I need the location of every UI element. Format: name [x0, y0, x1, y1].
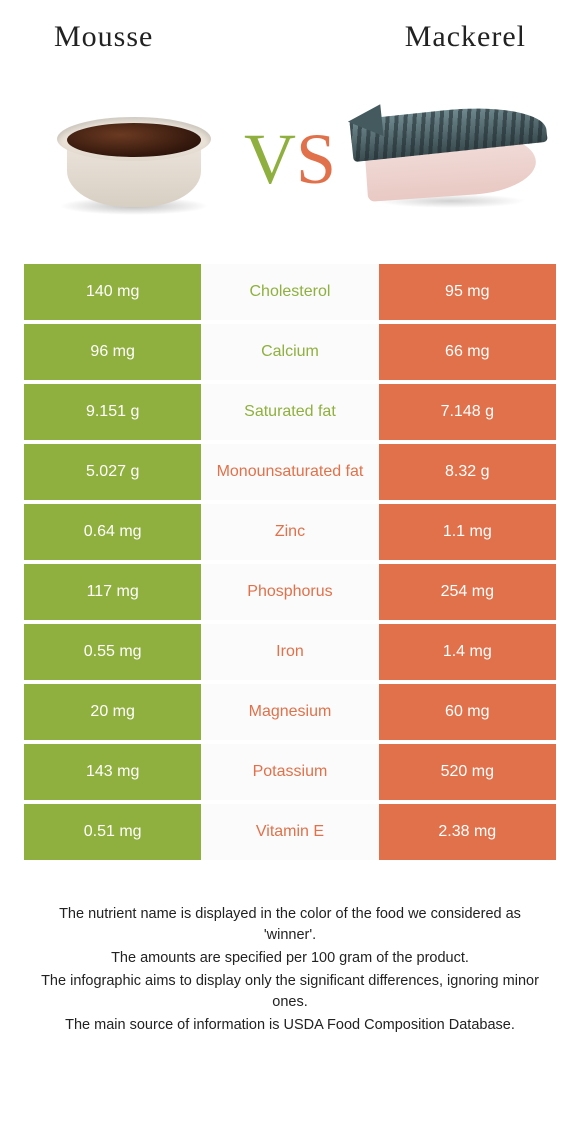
mousse-icon [49, 99, 219, 219]
left-value-cell: 0.64 mg [24, 504, 201, 560]
table-row: 143 mgPotassium520 mg [24, 744, 556, 804]
footer-line: The infographic aims to display only the… [34, 971, 546, 1013]
vs-s: S [296, 118, 336, 201]
right-value-cell: 520 mg [379, 744, 556, 800]
right-value-cell: 1.4 mg [379, 624, 556, 680]
table-row: 117 mgPhosphorus254 mg [24, 564, 556, 624]
left-food-image [34, 89, 234, 229]
mackerel-icon [346, 104, 546, 214]
left-value-cell: 96 mg [24, 324, 201, 380]
table-row: 96 mgCalcium66 mg [24, 324, 556, 384]
table-row: 5.027 gMonounsaturated fat8.32 g [24, 444, 556, 504]
nutrient-label-cell: Phosphorus [201, 564, 378, 620]
comparison-table: 140 mgCholesterol95 mg96 mgCalcium66 mg9… [24, 264, 556, 864]
right-value-cell: 7.148 g [379, 384, 556, 440]
footer-line: The amounts are specified per 100 gram o… [34, 948, 546, 969]
hero-row: VS [24, 64, 556, 264]
left-value-cell: 20 mg [24, 684, 201, 740]
nutrient-label-cell: Magnesium [201, 684, 378, 740]
nutrient-label-cell: Monounsaturated fat [201, 444, 378, 500]
nutrient-label-cell: Potassium [201, 744, 378, 800]
right-value-cell: 8.32 g [379, 444, 556, 500]
left-value-cell: 0.51 mg [24, 804, 201, 860]
table-row: 0.55 mgIron1.4 mg [24, 624, 556, 684]
right-food-title: Mackerel [405, 20, 526, 54]
table-row: 20 mgMagnesium60 mg [24, 684, 556, 744]
title-row: Mousse Mackerel [24, 20, 556, 64]
nutrient-label-cell: Vitamin E [201, 804, 378, 860]
infographic-container: Mousse Mackerel VS 140 mgCholesterol95 m… [0, 0, 580, 1144]
table-row: 9.151 gSaturated fat7.148 g [24, 384, 556, 444]
table-row: 0.64 mgZinc1.1 mg [24, 504, 556, 564]
right-value-cell: 95 mg [379, 264, 556, 320]
right-value-cell: 60 mg [379, 684, 556, 740]
footer-line: The nutrient name is displayed in the co… [34, 904, 546, 946]
nutrient-label-cell: Saturated fat [201, 384, 378, 440]
footer-line: The main source of information is USDA F… [34, 1015, 546, 1036]
vs-label: VS [244, 118, 336, 201]
left-value-cell: 140 mg [24, 264, 201, 320]
right-value-cell: 2.38 mg [379, 804, 556, 860]
right-food-image [346, 89, 546, 229]
left-value-cell: 0.55 mg [24, 624, 201, 680]
table-row: 0.51 mgVitamin E2.38 mg [24, 804, 556, 864]
footer-notes: The nutrient name is displayed in the co… [24, 864, 556, 1038]
left-value-cell: 9.151 g [24, 384, 201, 440]
nutrient-label-cell: Zinc [201, 504, 378, 560]
left-value-cell: 117 mg [24, 564, 201, 620]
nutrient-label-cell: Iron [201, 624, 378, 680]
left-food-title: Mousse [54, 20, 153, 54]
table-row: 140 mgCholesterol95 mg [24, 264, 556, 324]
nutrient-label-cell: Calcium [201, 324, 378, 380]
right-value-cell: 66 mg [379, 324, 556, 380]
nutrient-label-cell: Cholesterol [201, 264, 378, 320]
right-value-cell: 1.1 mg [379, 504, 556, 560]
left-value-cell: 5.027 g [24, 444, 201, 500]
right-value-cell: 254 mg [379, 564, 556, 620]
vs-v: V [244, 118, 296, 201]
left-value-cell: 143 mg [24, 744, 201, 800]
